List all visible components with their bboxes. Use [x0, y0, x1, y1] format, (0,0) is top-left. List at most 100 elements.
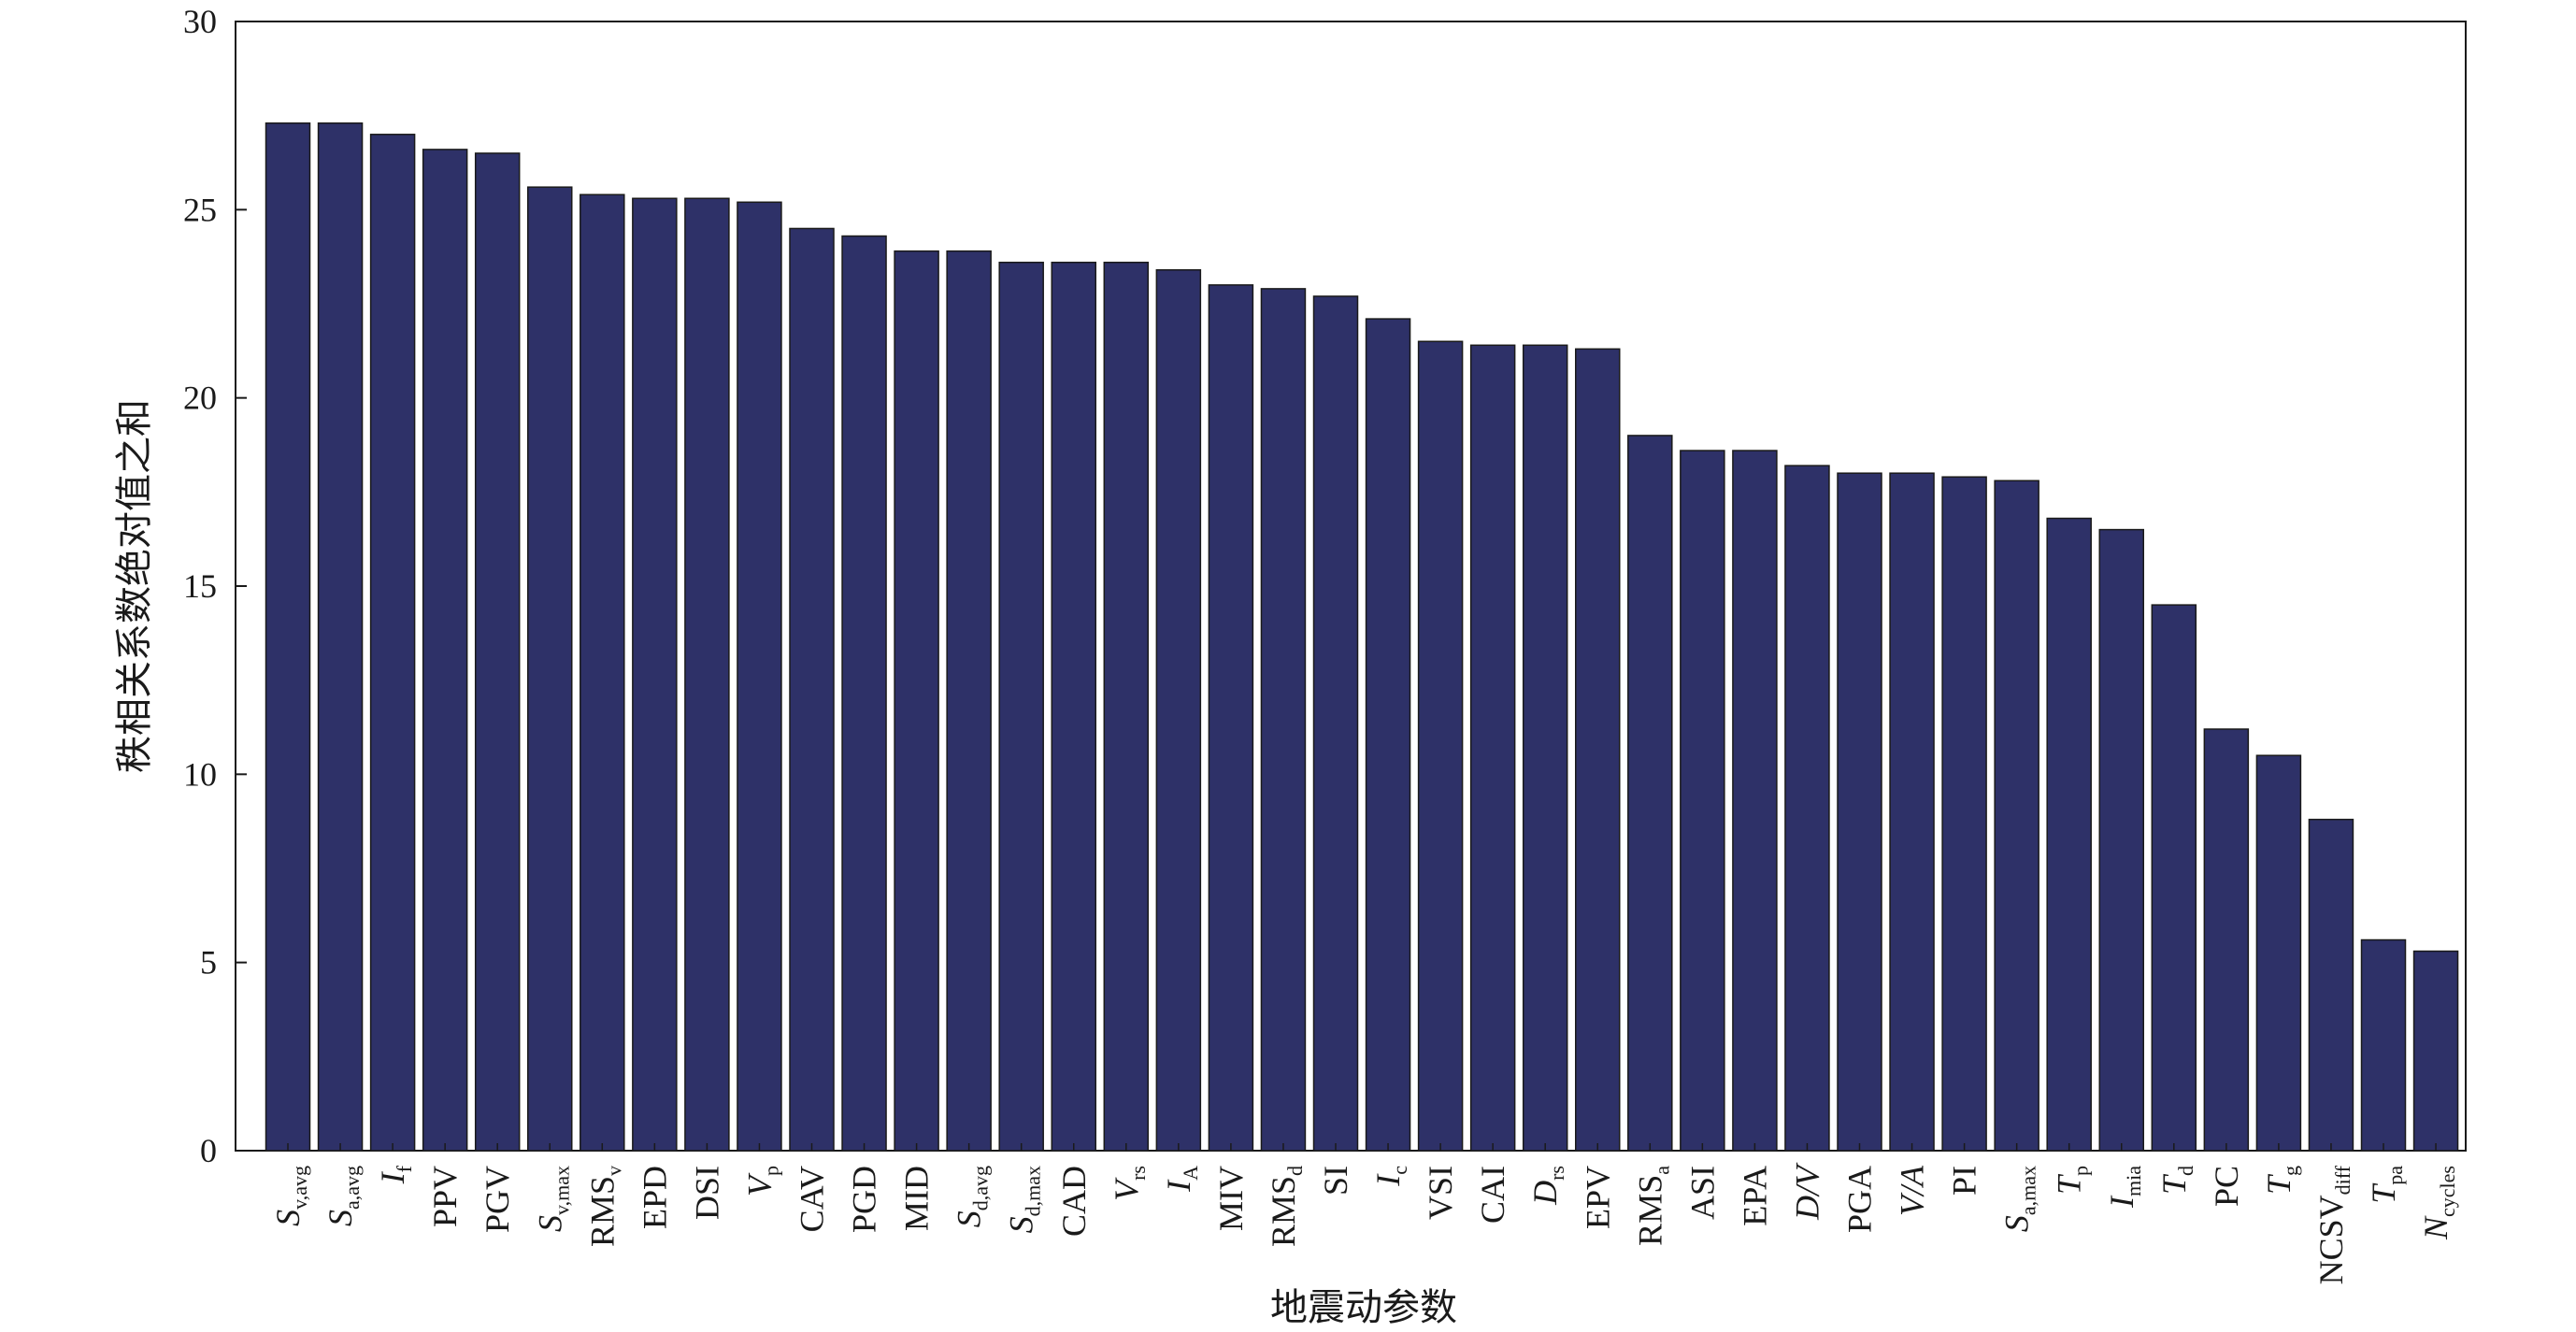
x-category-label: Vrs: [1108, 1166, 1150, 1201]
bar: [317, 122, 364, 1152]
y-axis-title: 秩相关系数绝对值之和: [113, 399, 156, 773]
bar: [737, 201, 782, 1152]
x-category-label-base: I: [1160, 1179, 1197, 1193]
x-category-label: Tg: [2260, 1166, 2302, 1195]
x-category-label-subscript: a,avg: [340, 1166, 364, 1210]
x-category-label-base: RMS: [1631, 1175, 1668, 1246]
bar: [2098, 528, 2144, 1152]
x-category-label: RMSv: [583, 1166, 625, 1247]
x-category-label-base: ASI: [1683, 1166, 1721, 1220]
y-tick-label: 20: [183, 380, 217, 417]
x-category-label-base: DSI: [688, 1166, 725, 1220]
bar: [2308, 818, 2354, 1152]
x-category-label-base: I: [1369, 1173, 1407, 1187]
x-category-label: IA: [1160, 1166, 1202, 1193]
y-tick-label: 5: [200, 944, 217, 981]
x-category-label: RMSa: [1631, 1166, 1673, 1246]
x-category-label: V/A: [1894, 1165, 1931, 1216]
x-category-label: Imia: [2103, 1166, 2145, 1209]
x-category-label-subscript: diff: [2331, 1165, 2354, 1195]
bar: [2360, 938, 2407, 1152]
bar: [1784, 465, 1830, 1152]
y-tick-label: 30: [183, 3, 217, 40]
x-category-label-base: I: [2103, 1195, 2140, 1209]
x-axis-title: 地震动参数: [1270, 1286, 1457, 1329]
x-category-label-subscript: d: [1283, 1166, 1307, 1176]
bar: [2151, 604, 2197, 1152]
bar: [1260, 288, 1307, 1152]
x-category-label-base: CAV: [794, 1166, 831, 1232]
x-category-label-subscript: a,max: [2017, 1166, 2040, 1215]
bar: [1312, 295, 1359, 1152]
x-category-label-subscript: a: [1650, 1166, 1673, 1175]
bar: [1994, 480, 2039, 1152]
x-category-label-base: CAI: [1474, 1166, 1511, 1224]
x-category-label: Sa,max: [1998, 1166, 2040, 1232]
bar: [1732, 450, 1778, 1152]
bar: [1469, 344, 1516, 1152]
x-category-label: Sd,max: [1003, 1166, 1045, 1233]
x-category-label-subscript: d,avg: [969, 1166, 993, 1210]
x-category-label: PGD: [846, 1166, 883, 1233]
x-category-label: Sv,avg: [269, 1166, 311, 1226]
x-category-label-subscript: p: [2069, 1166, 2093, 1176]
bar: [1155, 269, 1202, 1152]
y-tick-label: 0: [200, 1132, 217, 1169]
x-category-label: Ncycles: [2417, 1166, 2459, 1240]
bar: [1208, 284, 1254, 1152]
bar: [894, 250, 939, 1152]
bar: [2255, 754, 2302, 1152]
x-category-label-base: V: [1108, 1177, 1145, 1201]
x-category-label-base: S: [951, 1210, 988, 1227]
x-category-label-base: PPV: [426, 1166, 464, 1227]
x-category-label-subscript: cycles: [2436, 1166, 2459, 1217]
x-category-label-base: NCSV: [2312, 1195, 2350, 1284]
x-category-label-base: V: [740, 1172, 778, 1196]
x-category-label-base: VSI: [1422, 1166, 1459, 1220]
bar: [2203, 728, 2250, 1152]
x-category-label-subscript: g: [2279, 1166, 2302, 1176]
x-category-label: DSI: [688, 1166, 725, 1220]
y-tick-label: 25: [183, 191, 217, 228]
x-category-label: MID: [898, 1166, 936, 1231]
x-category-label-base: S: [322, 1210, 359, 1226]
x-category-label-base: N: [2417, 1215, 2454, 1240]
x-category-label-subscript: d: [2174, 1166, 2197, 1176]
x-category-label-subscript: p: [759, 1166, 782, 1176]
x-category-label-base: V/A: [1894, 1165, 1931, 1216]
x-category-label-subscript: rs: [1545, 1166, 1568, 1181]
bar: [998, 261, 1044, 1152]
x-category-label: Ic: [1369, 1166, 1411, 1187]
x-category-label-subscript: mia: [2122, 1166, 2145, 1196]
x-category-label-base: I: [374, 1170, 411, 1184]
x-category-label: Vp: [740, 1166, 782, 1196]
x-category-label: NCSVdiff: [2312, 1165, 2354, 1284]
x-category-label-subscript: v,max: [550, 1166, 573, 1215]
x-category-label-base: T: [2260, 1173, 2297, 1195]
bar: [1365, 318, 1411, 1152]
x-category-label-base: MID: [898, 1166, 936, 1231]
x-category-label: Td: [2155, 1166, 2197, 1195]
bar: [1417, 340, 1464, 1152]
x-category-label-base: T: [2365, 1182, 2402, 1204]
x-category-label: PGA: [1841, 1166, 1879, 1233]
y-tick-label: 10: [183, 755, 217, 793]
bar: [1680, 450, 1725, 1152]
bar: [946, 250, 992, 1152]
bar: [580, 193, 625, 1152]
x-category-label-base: PI: [1946, 1166, 1983, 1196]
x-category-label: Sv,max: [531, 1166, 573, 1232]
x-category-label-base: PGA: [1841, 1166, 1879, 1233]
x-category-label-base: D/V: [1788, 1162, 1825, 1221]
bar: [2046, 517, 2092, 1152]
x-category-label: RMSd: [1265, 1166, 1307, 1247]
x-category-label-base: PGV: [479, 1166, 516, 1233]
bar: [841, 235, 887, 1152]
x-category-label: MIV: [1212, 1166, 1250, 1231]
x-category-label: D/V: [1788, 1162, 1825, 1221]
x-category-label-base: EPA: [1736, 1166, 1773, 1226]
x-category-label-base: S: [531, 1215, 568, 1232]
bar: [1941, 476, 1987, 1152]
